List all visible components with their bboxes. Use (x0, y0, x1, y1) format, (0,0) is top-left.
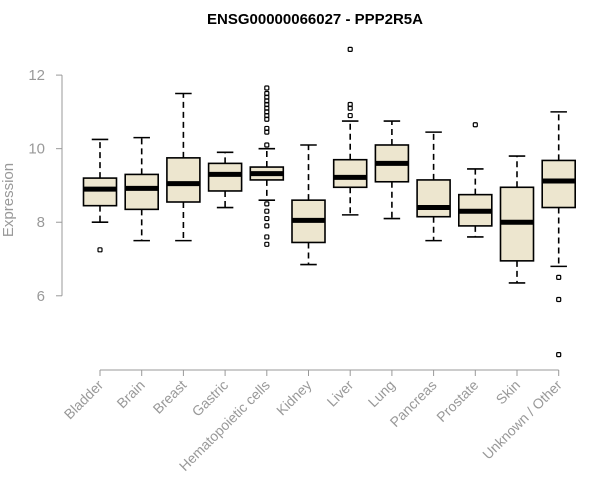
x-tick-label: Prostate (433, 377, 481, 425)
y-tick-label: 8 (37, 214, 45, 231)
x-tick-label: Breast (150, 377, 190, 417)
outlier-point (347, 112, 353, 119)
y-axis-label: Expression (0, 163, 17, 237)
outlier-point (347, 105, 353, 111)
iqr-box (207, 162, 243, 192)
x-tick-label: Bladder (61, 377, 107, 423)
x-tick-label: Brain (113, 377, 147, 411)
outlier-point (264, 215, 270, 222)
outlier-point (472, 122, 478, 128)
box-liver (332, 46, 368, 216)
outlier-point (264, 85, 270, 91)
box-unknown-other (541, 111, 577, 358)
iqr-box (332, 158, 368, 189)
box-skin (499, 155, 535, 284)
outlier-point (264, 201, 270, 207)
y-axis: 6 8 10 12 (28, 67, 63, 305)
x-tick-label: Liver (324, 377, 357, 410)
outlier-point (264, 116, 270, 122)
outlier-point (264, 208, 270, 214)
box-brain (124, 136, 159, 242)
outlier-point (264, 129, 270, 135)
outlier-point (556, 296, 562, 303)
outlier-point (97, 247, 103, 253)
outlier-point (556, 274, 562, 281)
y-tick-label: 12 (28, 67, 45, 84)
box-hematopoietic-cells (249, 85, 285, 247)
outlier-point (556, 352, 562, 358)
x-tick-label: Kidney (273, 377, 315, 419)
iqr-box (124, 173, 159, 211)
x-tick-label: Lung (365, 377, 398, 410)
box-pancreas (416, 131, 451, 242)
iqr-box (541, 159, 577, 209)
x-tick-label: Skin (493, 377, 524, 408)
iqr-box (416, 179, 451, 218)
y-tick-label: 10 (28, 141, 45, 158)
iqr-box (82, 177, 118, 207)
box-group (82, 46, 577, 358)
box-gastric (207, 151, 243, 209)
chart-title: ENSG00000066027 - PPP2R5A (207, 11, 423, 28)
y-tick-label: 6 (37, 288, 45, 305)
box-lung (374, 120, 410, 220)
outlier-point (264, 142, 270, 148)
box-breast (166, 92, 201, 242)
x-tick-label: Unknown / Other (479, 377, 565, 463)
outlier-point (264, 223, 270, 229)
box-prostate (457, 122, 493, 238)
outlier-point (347, 46, 353, 52)
outlier-point (264, 241, 270, 247)
iqr-box (166, 157, 201, 203)
outlier-point (264, 234, 270, 240)
box-bladder (82, 138, 118, 253)
box-kidney (291, 144, 326, 266)
